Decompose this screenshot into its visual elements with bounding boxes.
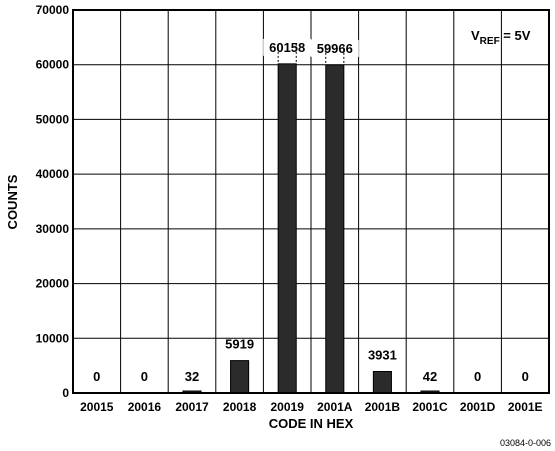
x-tick-label: 20018 [223, 400, 257, 414]
figure-id: 03084-0-006 [500, 438, 551, 448]
y-tick-labels: 0 10000 20000 30000 40000 50000 60000 70000 [36, 3, 70, 400]
x-tick-label: 2001D [460, 400, 496, 414]
x-tick-label: 20015 [80, 400, 114, 414]
plot-frame [72, 9, 550, 394]
bars [182, 63, 440, 394]
y-tick-label: 60000 [36, 58, 70, 72]
y-tick-label: 30000 [36, 222, 70, 236]
x-tick-label: 2001B [365, 400, 401, 414]
x-tick-label: 20016 [128, 400, 162, 414]
data-label: 0 [93, 369, 100, 384]
y-tick-label: 70000 [36, 3, 70, 17]
y-tick-label: 40000 [36, 167, 70, 181]
x-tick-labels: 20015 20016 20017 20018 20019 2001A 2001B 2001C… [80, 400, 542, 414]
y-axis-title: COUNTS [5, 174, 20, 229]
y-tick-label: 20000 [36, 277, 70, 291]
x-tick-label: 20017 [175, 400, 209, 414]
x-tick-label: 2001E [508, 400, 543, 414]
bar-2001B [372, 370, 392, 394]
bar-20019 [277, 63, 297, 394]
x-tick-label: 2001C [412, 400, 448, 414]
data-label: 32 [185, 369, 199, 384]
x-axis-title: CODE IN HEX [269, 416, 354, 431]
bar-2001A [325, 64, 345, 394]
label-backdrop [263, 38, 312, 56]
grid-lines [73, 10, 549, 393]
data-label: 59966 [317, 41, 353, 56]
data-label: 0 [522, 369, 529, 384]
data-label: 0 [474, 369, 481, 384]
data-label: 42 [423, 369, 437, 384]
vref-rest: = 5V [500, 28, 531, 43]
vref-main: V [471, 28, 480, 43]
x-tick-label: 2001A [317, 400, 353, 414]
vref-subscript: REF [480, 36, 500, 47]
y-tick-label: 0 [62, 386, 69, 400]
vref-annotation: VREF = 5V [471, 28, 531, 47]
data-label: 5919 [225, 337, 254, 352]
data-label: 3931 [368, 347, 397, 362]
bar-20018 [230, 360, 250, 394]
label-backdrop [310, 39, 359, 57]
data-label: 0 [141, 369, 148, 384]
data-labels: 0 0 32 5919 60158 59966 3931 42 0 0 [93, 38, 529, 384]
y-tick-label: 10000 [36, 331, 70, 345]
y-tick-label: 50000 [36, 112, 70, 126]
data-label: 60158 [269, 40, 305, 55]
x-tick-label: 20019 [271, 400, 305, 414]
